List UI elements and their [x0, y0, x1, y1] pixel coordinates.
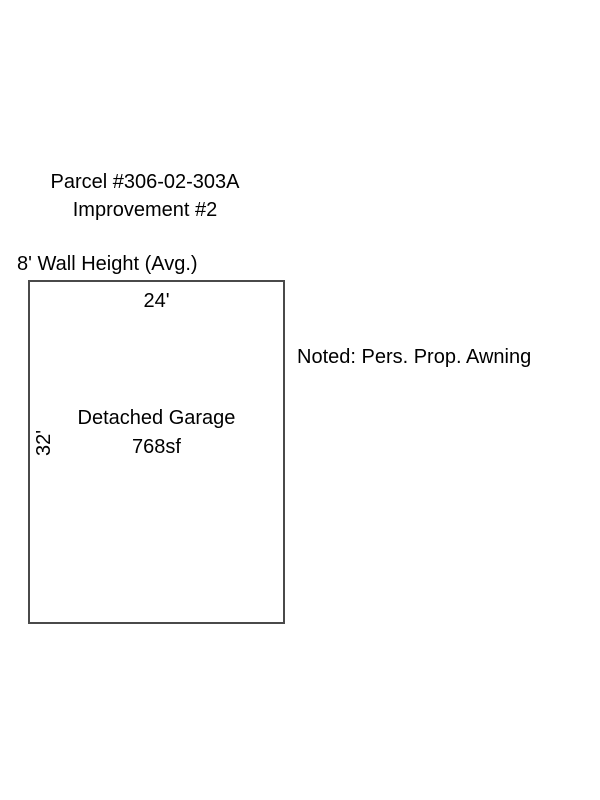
- structure-name-label: Detached Garage: [77, 407, 236, 429]
- side-note-label: Noted: Pers. Prop. Awning: [297, 346, 532, 368]
- structure-area-label: 768sf: [132, 436, 181, 458]
- building-footprint-rectangle: 24' 32' Detached Garage 768sf: [28, 280, 285, 624]
- parcel-header: Parcel #306-02-303A Improvement #2: [0, 168, 290, 224]
- parcel-number-label: Parcel #306-02-303A: [50, 171, 240, 193]
- wall-height-label: 8' Wall Height (Avg.): [17, 253, 198, 275]
- structure-label-group: Detached Garage 768sf: [30, 404, 283, 462]
- width-dimension-label: 24': [143, 290, 170, 312]
- improvement-number-label: Improvement #2: [72, 199, 218, 221]
